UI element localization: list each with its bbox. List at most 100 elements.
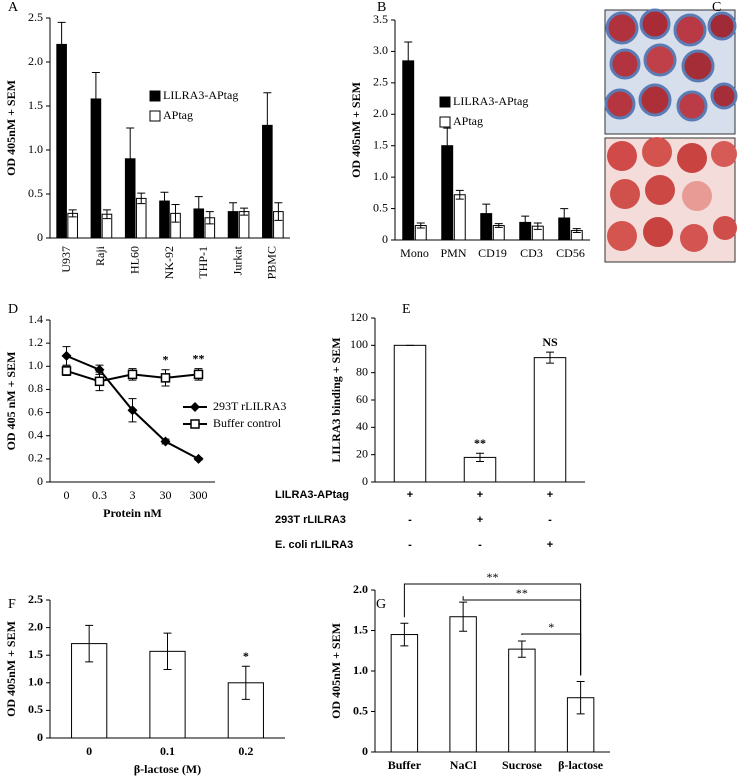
cell xyxy=(707,11,737,41)
legend-label: Buffer control xyxy=(213,416,282,430)
bar xyxy=(135,197,147,239)
error-bar xyxy=(546,351,554,364)
marker xyxy=(190,402,200,412)
x-tick-label: HL60 xyxy=(127,246,141,274)
error-bar xyxy=(416,222,425,229)
y-tick-label: 1.0 xyxy=(353,663,368,677)
bracket-label: * xyxy=(548,620,554,634)
error-bar xyxy=(68,209,77,218)
cell xyxy=(713,216,737,240)
cell xyxy=(710,82,738,110)
condition-cell: + xyxy=(547,489,553,501)
y-tick-label: 0.2 xyxy=(28,451,43,465)
error-bar xyxy=(102,209,111,220)
cell xyxy=(673,13,707,47)
y-tick-label: 2.0 xyxy=(373,106,388,120)
y-tick-label: 2.5 xyxy=(373,75,388,89)
error-bar xyxy=(572,228,581,233)
y-tick-label: 0 xyxy=(37,474,43,488)
significance-bracket xyxy=(521,633,582,676)
cell xyxy=(643,43,677,77)
error-bar xyxy=(194,196,203,222)
y-tick-label: 1.4 xyxy=(28,312,43,326)
cell xyxy=(605,11,639,45)
y-tick-label: 1.0 xyxy=(28,675,43,689)
y-tick-label: 60 xyxy=(356,392,368,406)
panel-label: D xyxy=(8,302,18,317)
x-tick-label: CD3 xyxy=(520,246,543,260)
error-bar xyxy=(274,202,283,221)
bar xyxy=(453,194,466,241)
error-bar xyxy=(443,127,452,164)
bracket-label: ** xyxy=(487,570,499,584)
annotation: * xyxy=(243,649,249,663)
y-axis-label: OD 405nM + SEM xyxy=(349,82,363,178)
y-tick-label: 1.5 xyxy=(28,98,43,112)
condition-label: E. coli rLILRA3 xyxy=(275,539,353,551)
error-bar xyxy=(400,622,409,647)
y-tick-label: 1.0 xyxy=(373,169,388,183)
error-bar xyxy=(137,192,146,205)
y-tick-label: 0 xyxy=(362,744,368,758)
error-bar xyxy=(517,640,526,658)
condition-label: 293T rLILRA3 xyxy=(275,514,346,526)
error-bar xyxy=(560,208,569,228)
x-tick-label: Sucrose xyxy=(502,758,542,772)
annotation: ** xyxy=(193,351,205,365)
x-tick-label: 30 xyxy=(160,488,172,502)
marker xyxy=(127,405,138,416)
x-tick-label: 300 xyxy=(190,488,208,502)
bracket-label: ** xyxy=(516,586,528,600)
error-bar xyxy=(91,72,100,126)
error-bar xyxy=(241,665,250,700)
annotation: NS xyxy=(542,335,558,349)
y-tick-label: 0.5 xyxy=(373,200,388,214)
y-axis-label: LILRA3 binding + SEM xyxy=(329,337,343,462)
x-tick-label: CD56 xyxy=(556,246,585,260)
y-axis-label: OD 405nM + SEM xyxy=(4,621,18,717)
cell xyxy=(676,90,708,122)
cell xyxy=(639,8,671,40)
y-tick-label: 2.5 xyxy=(28,592,43,606)
annotation: * xyxy=(163,353,169,367)
x-tick-label: 0 xyxy=(64,488,70,502)
cell xyxy=(681,49,715,83)
panel-label: F xyxy=(8,597,16,612)
x-tick-label: Buffer xyxy=(388,758,422,772)
legend-label: LILRA3-APtag xyxy=(453,94,528,108)
y-axis-label: OD 405 nM + SEM xyxy=(4,352,18,451)
bar xyxy=(449,616,477,753)
legend-label: APtag xyxy=(163,108,193,122)
annotation: ** xyxy=(474,436,486,450)
y-tick-label: 0.8 xyxy=(28,381,43,395)
y-tick-label: 0.6 xyxy=(28,404,43,418)
marker xyxy=(190,419,200,429)
y-tick-label: 20 xyxy=(356,446,368,460)
legend-swatch xyxy=(149,110,161,122)
y-tick-label: 0.5 xyxy=(353,703,368,717)
legend-swatch xyxy=(149,90,161,102)
bar xyxy=(533,357,567,483)
y-axis-label: OD 405nM + SEM xyxy=(4,80,18,176)
cell xyxy=(645,175,675,205)
error-bar xyxy=(171,204,180,223)
y-tick-label: 0.4 xyxy=(28,427,43,441)
condition-cell: - xyxy=(478,539,482,551)
cell xyxy=(711,141,737,167)
y-axis-label: OD 405nM + SEM xyxy=(329,623,343,719)
x-tick-label: CD19 xyxy=(478,246,507,260)
y-tick-label: 0.5 xyxy=(28,702,43,716)
micrograph-top xyxy=(604,8,738,135)
error-bar xyxy=(163,632,172,671)
y-tick-label: 3.5 xyxy=(373,12,388,26)
x-tick-label: NaCl xyxy=(450,758,477,772)
y-tick-label: 2.5 xyxy=(28,10,43,24)
marker xyxy=(160,373,171,383)
y-tick-label: 120 xyxy=(350,310,368,324)
error-bar xyxy=(160,191,169,211)
x-tick-label: 0.1 xyxy=(160,744,175,758)
panel-label: C xyxy=(712,0,721,15)
error-bar xyxy=(459,601,468,632)
error-bar xyxy=(205,211,214,225)
